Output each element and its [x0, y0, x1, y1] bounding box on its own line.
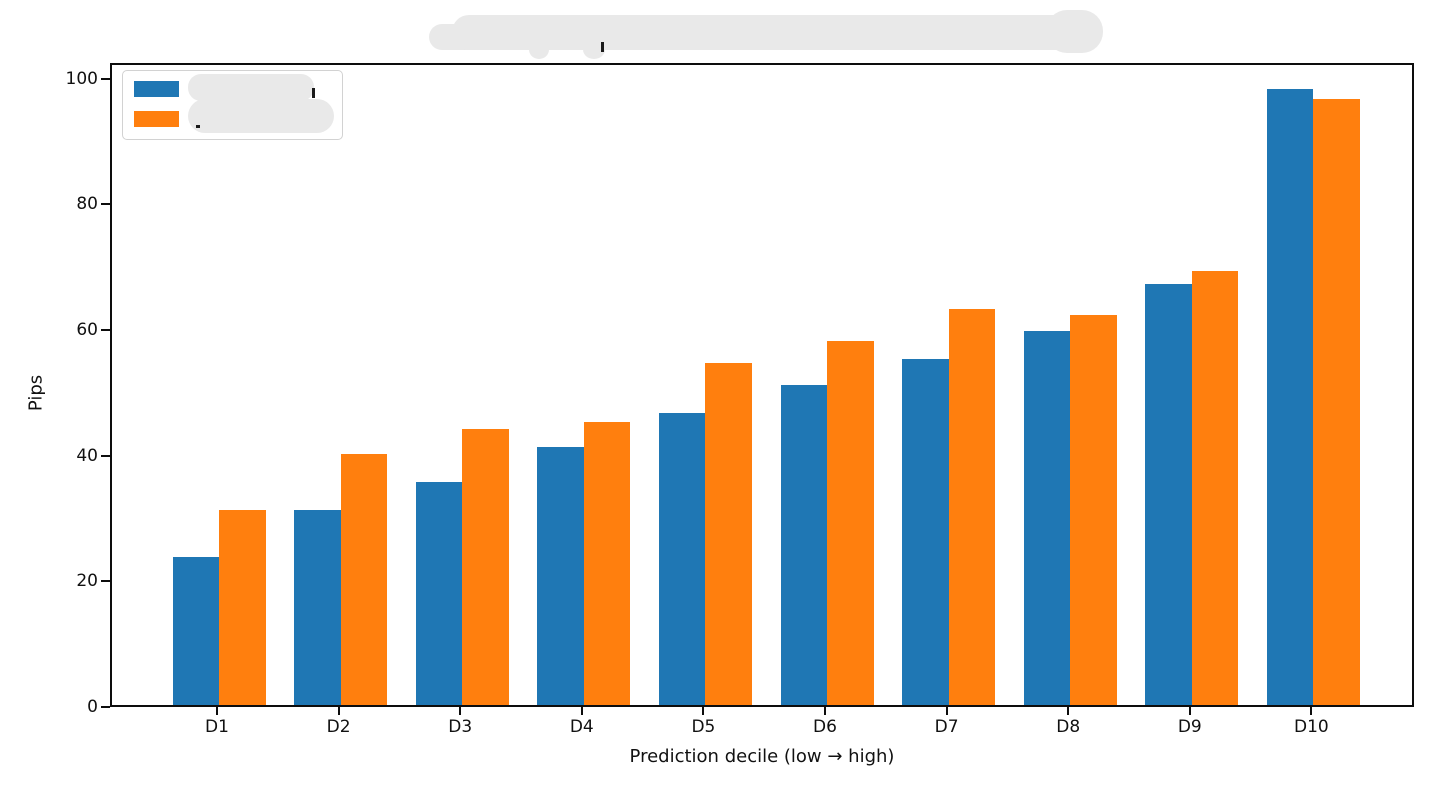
x-tick-label: D6 — [813, 717, 837, 737]
legend-label1-letter-fragment — [312, 88, 315, 98]
plot-area — [110, 63, 1414, 707]
bar-d6-series1 — [780, 384, 827, 705]
x-tick-mark — [1067, 707, 1070, 715]
bar-d10-series1 — [1266, 89, 1314, 705]
x-tick-mark — [824, 707, 826, 715]
legend — [122, 70, 343, 140]
x-tick-label: D3 — [448, 717, 473, 737]
y-axis-label: Pips — [25, 374, 47, 412]
title-smudge-right-bulge — [1046, 10, 1103, 53]
bar-d4-series1 — [537, 447, 584, 705]
y-tick-mark — [101, 580, 110, 583]
bar-d5-series1 — [658, 412, 706, 705]
x-tick-label: D5 — [691, 717, 716, 737]
y-tick-label: 0 — [87, 697, 98, 717]
bar-d1-series2 — [219, 510, 266, 705]
title-smudge-bump2 — [583, 40, 605, 59]
x-tick-label: D10 — [1294, 717, 1329, 737]
x-tick-mark — [337, 707, 340, 715]
x-tick-label: D7 — [934, 717, 959, 737]
bar-d2-series1 — [294, 510, 341, 705]
y-tick-mark — [101, 454, 110, 457]
x-axis-label: Prediction decile (low → high) — [629, 746, 895, 767]
x-tick-mark — [216, 707, 218, 715]
x-tick-mark — [702, 707, 705, 715]
bar-d8-series2 — [1070, 315, 1117, 705]
bar-d3-series1 — [415, 481, 463, 705]
bar-d10-series2 — [1313, 98, 1360, 705]
y-tick-mark — [101, 329, 110, 332]
y-tick-label: 40 — [76, 445, 98, 466]
x-tick-label: D4 — [569, 717, 594, 737]
bar-d2-series2 — [340, 453, 388, 705]
y-tick-label: 80 — [76, 194, 98, 215]
bar-d9-series1 — [1145, 284, 1192, 705]
y-tick-mark — [101, 203, 110, 206]
bar-d5-series2 — [705, 362, 752, 705]
bar-d7-series1 — [902, 359, 949, 705]
bar-d6-series2 — [827, 340, 874, 705]
legend-label2-redaction-blob — [188, 99, 334, 133]
x-tick-mark — [459, 707, 462, 715]
x-tick-label: D1 — [205, 717, 229, 737]
title-smudge-bump1 — [529, 40, 549, 59]
x-tick-label: D8 — [1056, 717, 1081, 737]
legend-label2-letter-fragment — [196, 125, 200, 128]
x-tick-mark — [1188, 707, 1191, 715]
y-tick-mark — [101, 706, 110, 708]
x-tick-label: D9 — [1177, 717, 1202, 737]
legend-label1-redaction-blob — [188, 74, 314, 101]
bar-d4-series2 — [583, 422, 631, 705]
y-tick-label: 60 — [76, 320, 98, 341]
y-tick-mark — [101, 77, 110, 80]
x-tick-label: D2 — [326, 717, 351, 737]
x-tick-mark — [580, 707, 583, 715]
y-tick-label: 20 — [76, 571, 98, 592]
title-leftover-letter-fragment — [601, 42, 604, 52]
bar-d8-series1 — [1023, 331, 1071, 705]
bar-d3-series2 — [462, 428, 509, 705]
bar-d9-series2 — [1191, 271, 1239, 705]
y-tick-label: 100 — [65, 68, 98, 89]
bar-d1-series1 — [172, 557, 219, 705]
x-tick-mark — [945, 707, 948, 715]
bar-d7-series2 — [948, 309, 996, 705]
x-tick-mark — [1310, 707, 1313, 715]
title-smudge-main — [452, 15, 1102, 50]
legend-swatch-series1 — [134, 81, 179, 97]
legend-swatch-series2 — [134, 111, 179, 127]
